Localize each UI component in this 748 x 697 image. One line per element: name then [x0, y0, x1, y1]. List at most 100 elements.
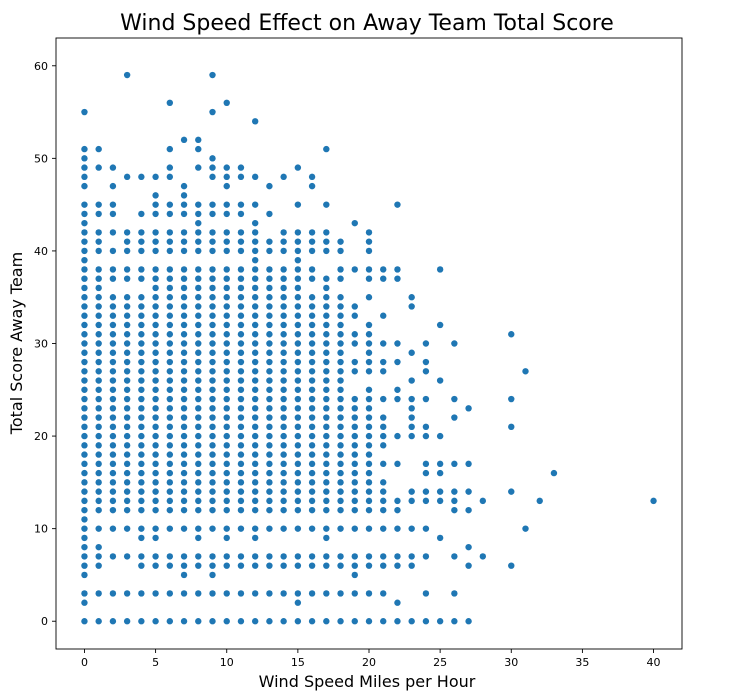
- data-point: [152, 377, 159, 384]
- data-point: [251, 506, 259, 514]
- data-point: [308, 321, 316, 329]
- data-point: [451, 460, 458, 468]
- data-point: [109, 423, 117, 431]
- data-point: [109, 460, 117, 468]
- data-point: [280, 331, 287, 338]
- data-point: [166, 312, 174, 319]
- data-point: [422, 432, 430, 440]
- data-point: [408, 488, 415, 495]
- data-point: [365, 562, 373, 569]
- data-point: [152, 488, 159, 495]
- data-point: [251, 534, 259, 542]
- data-point: [166, 479, 174, 486]
- data-point: [237, 210, 245, 218]
- data-point: [436, 497, 444, 505]
- data-point: [308, 590, 316, 597]
- data-point: [365, 358, 373, 366]
- data-point: [166, 460, 174, 468]
- x-axis-label: Wind Speed Miles per Hour: [259, 672, 476, 691]
- data-point: [266, 266, 273, 273]
- data-point: [380, 275, 387, 282]
- data-point: [351, 525, 358, 532]
- data-point: [294, 506, 302, 514]
- data-point: [81, 358, 88, 366]
- data-point: [195, 423, 202, 431]
- data-point: [223, 377, 230, 384]
- data-point: [251, 451, 259, 458]
- data-point: [95, 479, 102, 486]
- data-point: [138, 312, 145, 319]
- data-point: [195, 294, 202, 301]
- data-point: [237, 377, 245, 384]
- data-point: [380, 442, 387, 449]
- data-point: [152, 479, 159, 486]
- data-point: [436, 321, 444, 329]
- data-point: [180, 312, 188, 319]
- data-point: [294, 164, 302, 171]
- data-point: [180, 368, 188, 375]
- data-point: [394, 358, 401, 366]
- data-point: [351, 497, 358, 505]
- data-point: [280, 303, 287, 310]
- data-point: [451, 618, 458, 625]
- data-point: [109, 182, 117, 190]
- data-point: [365, 479, 373, 486]
- data-point: [166, 469, 174, 477]
- data-point: [266, 460, 273, 468]
- data-point: [380, 340, 387, 347]
- data-point: [380, 618, 387, 625]
- data-point: [408, 377, 415, 384]
- data-point: [138, 395, 145, 403]
- data-point: [380, 423, 387, 431]
- data-point: [323, 562, 330, 569]
- data-point: [237, 303, 245, 310]
- data-point: [237, 423, 245, 431]
- data-point: [394, 618, 401, 625]
- data-point: [223, 358, 230, 366]
- data-point: [223, 321, 230, 329]
- data-point: [408, 294, 415, 301]
- data-point: [408, 395, 415, 403]
- data-point: [138, 414, 145, 421]
- data-point: [152, 303, 159, 310]
- data-point: [138, 534, 145, 542]
- data-point: [152, 562, 159, 569]
- data-point: [95, 368, 102, 375]
- data-point: [237, 386, 245, 393]
- data-point: [237, 340, 245, 347]
- data-point: [351, 618, 358, 625]
- data-point: [209, 340, 216, 347]
- x-tick-label: 25: [433, 656, 447, 669]
- data-point: [209, 238, 216, 245]
- data-point: [294, 201, 302, 208]
- data-point: [138, 423, 145, 431]
- data-point: [81, 331, 88, 338]
- data-point: [209, 284, 216, 292]
- data-point: [266, 506, 273, 514]
- data-point: [294, 340, 302, 347]
- data-point: [81, 303, 88, 310]
- data-point: [380, 395, 387, 403]
- data-point: [109, 395, 117, 403]
- data-point: [138, 173, 145, 181]
- data-point: [81, 451, 88, 458]
- data-point: [209, 386, 216, 393]
- data-point: [109, 368, 117, 375]
- data-point: [237, 247, 245, 255]
- data-point: [280, 386, 287, 393]
- data-point: [522, 525, 529, 532]
- data-point: [380, 266, 387, 273]
- data-point: [308, 182, 316, 190]
- data-point: [351, 405, 358, 412]
- data-point: [152, 238, 159, 245]
- data-point: [280, 321, 287, 329]
- data-point: [237, 469, 245, 477]
- data-point: [323, 451, 330, 458]
- data-point: [209, 321, 216, 329]
- data-point: [180, 358, 188, 366]
- data-point: [166, 331, 174, 338]
- data-point: [152, 201, 159, 208]
- data-point: [223, 349, 230, 356]
- data-point: [365, 488, 373, 495]
- data-point: [351, 562, 358, 569]
